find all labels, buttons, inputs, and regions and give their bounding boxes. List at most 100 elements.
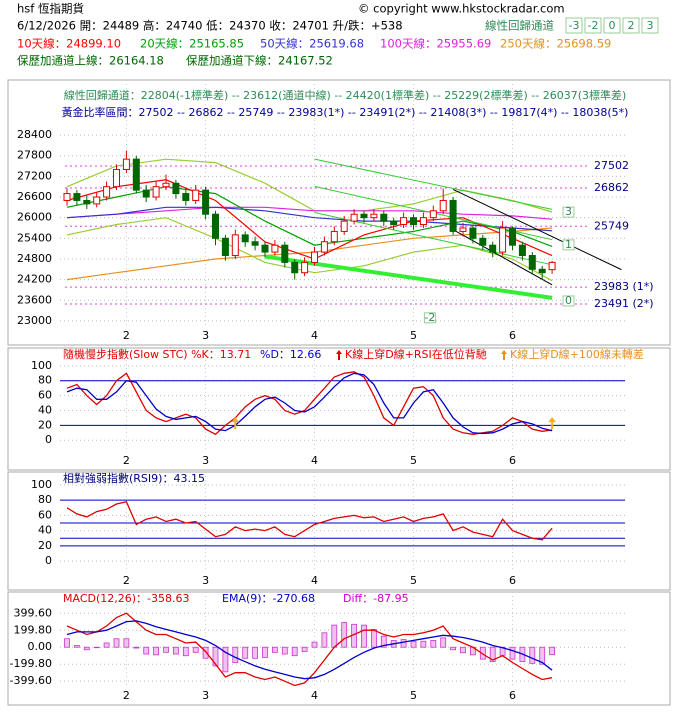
candle-body xyxy=(350,213,358,222)
candle-body xyxy=(360,213,368,219)
x-tick-label: 4 xyxy=(311,329,318,342)
candle-body xyxy=(410,217,417,226)
candle-body xyxy=(122,158,130,170)
x-tick-label: 4 xyxy=(311,454,318,467)
macd-bar xyxy=(202,646,209,659)
channel-marker-label: 0 xyxy=(565,294,572,307)
macd-bar xyxy=(430,640,437,648)
macd-bar xyxy=(242,646,249,659)
panel-frame xyxy=(7,79,671,346)
overlay-line xyxy=(66,206,553,220)
y-tick-label: 100 xyxy=(31,478,52,491)
macd-bar xyxy=(479,646,486,660)
series-line xyxy=(66,500,553,541)
y-tick-label: 27800 xyxy=(17,149,52,162)
macd-bar xyxy=(489,646,496,663)
channel-button-label: -3 xyxy=(569,19,580,32)
channel-button-label: 3 xyxy=(647,19,654,32)
x-tick-label: 5 xyxy=(410,689,417,702)
macd-bar xyxy=(341,622,348,648)
candle-body xyxy=(63,193,71,201)
x-tick-label: 5 xyxy=(410,574,417,587)
y-tick-label: 80 xyxy=(38,374,52,387)
macd-bar xyxy=(74,645,80,648)
channel-marker xyxy=(562,206,575,218)
macd-bar xyxy=(192,646,199,653)
channel-button xyxy=(622,17,640,34)
channel-button-label: 2 xyxy=(628,19,635,32)
candle-body xyxy=(311,251,318,263)
channel-button xyxy=(565,17,583,34)
candle-body xyxy=(538,268,546,274)
channel-button xyxy=(584,17,602,34)
candle-body xyxy=(172,182,180,195)
candle-body xyxy=(261,244,269,253)
x-tick-label: 2 xyxy=(123,454,130,467)
macd-bar xyxy=(380,635,387,648)
macd-bar xyxy=(64,638,70,648)
golden-text: 黃金比率區間：27502 -- 26862 -- 25749 -- 23983(… xyxy=(62,105,629,119)
macd-bar xyxy=(222,646,229,673)
candle-body xyxy=(459,227,467,232)
regression-text: 線性回歸通道：22804(-1標準差) -- 23612(通道中線) -- 24… xyxy=(64,88,627,102)
macd-bar xyxy=(172,646,179,655)
macd-bar xyxy=(361,624,367,648)
candle-body xyxy=(489,244,497,253)
y-tick-label: 26000 xyxy=(17,211,52,224)
trend-line xyxy=(452,229,553,286)
x-tick-label: 3 xyxy=(202,689,209,702)
candle-body xyxy=(271,244,279,253)
channel-button-label: -2 xyxy=(588,19,599,32)
candle-body xyxy=(370,213,378,219)
macd-bar xyxy=(163,646,169,653)
macd-bar xyxy=(93,646,100,649)
candle-body xyxy=(212,213,219,239)
x-tick-label: 2 xyxy=(123,574,130,587)
y-tick-label: 0 xyxy=(45,433,52,446)
panel-label: Diff：-87.95 xyxy=(343,592,409,605)
candle-body xyxy=(330,230,338,243)
macd-bar xyxy=(331,624,338,648)
candle-body xyxy=(320,241,328,253)
macd-bar xyxy=(153,646,160,656)
y-tick-label: 27200 xyxy=(17,169,52,182)
channel-marker xyxy=(562,295,575,307)
macd-bar xyxy=(281,646,288,655)
y-tick-label: 20 xyxy=(38,539,52,552)
macd-bar xyxy=(232,646,239,663)
candle-body xyxy=(340,220,348,232)
signal-arrow xyxy=(231,417,240,430)
golden-level-label: 23491 (2*) xyxy=(594,297,654,310)
y-tick-label: 40 xyxy=(38,524,52,537)
panel-label: 相對強弱指數(RSI9)：43.15 xyxy=(63,471,205,485)
macd-bar xyxy=(212,646,219,667)
signal-icon xyxy=(501,350,507,360)
channel-label: 線性回歸通道 xyxy=(485,19,554,33)
y-tick-label: 20 xyxy=(38,418,52,431)
trend-line xyxy=(452,188,622,271)
candle-body xyxy=(73,193,81,201)
candle-body xyxy=(93,196,101,205)
macd-bar xyxy=(271,646,278,653)
panel-label: K線上穿D線+100線未轉差 xyxy=(510,347,644,361)
y-tick-label: 399.60 xyxy=(14,606,53,619)
golden-level-label: 25749 xyxy=(594,219,629,232)
macd-bar xyxy=(311,641,318,648)
chart-title: hsf 恆指期貨 xyxy=(17,2,84,16)
macd-bar xyxy=(420,640,427,648)
channel-marker-label: -2 xyxy=(424,311,435,324)
y-tick-label: 23600 xyxy=(17,293,52,306)
band-legend: 保歷加通道下線：24167.52 xyxy=(186,54,333,68)
candle-body xyxy=(103,186,111,198)
channel-marker xyxy=(562,239,575,251)
macd-bar xyxy=(460,646,466,654)
candle-body xyxy=(528,255,536,270)
candle-body xyxy=(291,261,299,274)
macd-bar xyxy=(103,642,110,648)
overlay-line xyxy=(66,206,553,232)
panel-label: %D：12.66 xyxy=(260,348,321,361)
y-tick-label: 199.80 xyxy=(14,623,53,636)
band-legend: 保歷加通道上線：26164.18 xyxy=(17,54,164,68)
copyright: © copyright www.hkstockradar.com xyxy=(358,2,565,16)
ma-legend: 20天線：25165.85 xyxy=(140,37,244,51)
